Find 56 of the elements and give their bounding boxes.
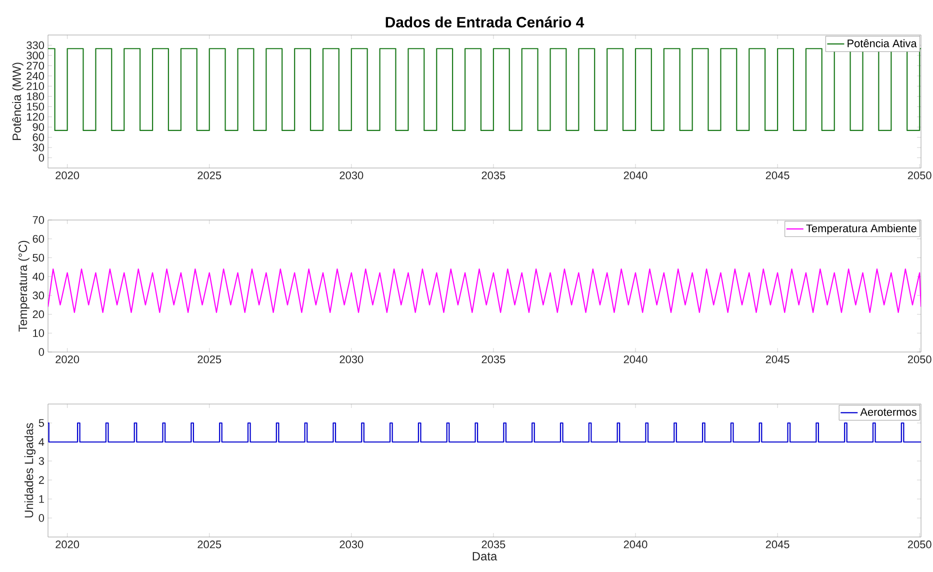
x-tick-label: 2040 (624, 172, 648, 180)
x-tick-label: 2020 (56, 540, 80, 548)
y-tick-label: 120 (27, 112, 44, 121)
y-tick-label: 2 (38, 476, 44, 484)
x-tick-label: 2025 (198, 172, 222, 180)
x-tick-label: 2050 (908, 540, 932, 548)
y-tick-label: 70 (32, 216, 44, 224)
x-axis-title: Data (472, 552, 498, 560)
y-tick-label: 10 (33, 329, 44, 338)
x-tick-label: 2020 (56, 356, 80, 364)
x-tick-label: 2020 (56, 172, 80, 180)
legend-label: Potência Ativa (848, 39, 917, 48)
x-tick-label: 2045 (766, 540, 790, 548)
y-tick-label: 240 (26, 72, 44, 80)
y-tick-label: 150 (27, 102, 44, 110)
x-tick-label: 2030 (340, 540, 364, 548)
y-tick-label: 60 (32, 133, 44, 142)
x-tick-label: 2035 (482, 172, 506, 180)
line-series (48, 268, 922, 313)
y-tick-label: 3 (38, 457, 44, 465)
y-axis-title: Unidades Ligadas (24, 423, 36, 518)
legend-label: Temperatura Ambiente (806, 224, 916, 234)
chart-title: Dados de Entrada Cenário 4 (386, 16, 584, 28)
y-tick-label: 0 (38, 348, 44, 356)
x-tick-label: 2040 (624, 540, 648, 548)
x-tick-label: 2050 (908, 172, 932, 180)
x-tick-label: 2040 (624, 356, 648, 364)
y-tick-label: 40 (32, 272, 44, 280)
x-tick-label: 2025 (198, 540, 222, 548)
x-tick-label: 2030 (340, 356, 364, 364)
y-tick-label: 20 (32, 310, 44, 318)
y-tick-label: 30 (32, 292, 44, 300)
x-tick-label: 2035 (482, 540, 506, 548)
x-tick-label: 2030 (340, 172, 364, 180)
legend-label: Aerotermos (860, 408, 916, 416)
y-axis-title: Potência (MW) (12, 62, 24, 140)
y-tick-label: 0 (38, 154, 44, 162)
y-tick-label: 30 (32, 144, 44, 152)
x-tick-label: 2050 (908, 356, 932, 364)
x-tick-label: 2045 (766, 172, 790, 180)
y-tick-label: 1 (39, 495, 44, 503)
y-tick-label: 5 (38, 419, 44, 427)
y-tick-label: 60 (32, 234, 44, 243)
y-tick-label: 0 (38, 514, 44, 522)
x-tick-label: 2025 (198, 356, 222, 364)
y-tick-label: 50 (32, 254, 44, 262)
x-tick-label: 2035 (482, 356, 506, 364)
y-tick-label: 4 (38, 438, 44, 446)
y-tick-label: 330 (26, 41, 44, 50)
x-tick-label: 2045 (766, 356, 790, 364)
y-tick-label: 210 (26, 82, 44, 90)
y-axis-title: Temperatura (°C) (18, 240, 30, 332)
y-tick-label: 270 (26, 62, 44, 70)
y-tick-label: 90 (32, 123, 44, 131)
y-tick-label: 300 (26, 52, 44, 60)
y-tick-label: 180 (27, 92, 44, 100)
